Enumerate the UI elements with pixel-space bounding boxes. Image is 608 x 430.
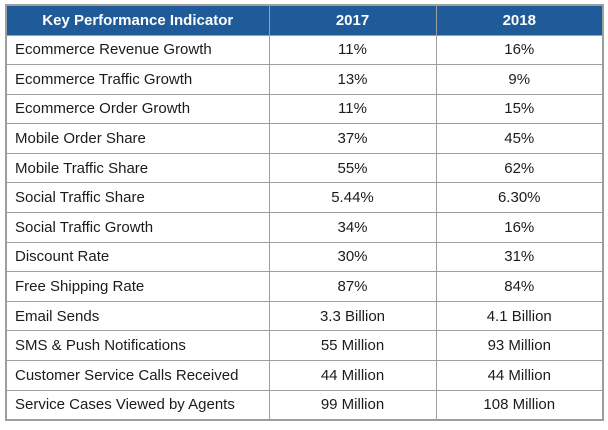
- table-row: Email Sends 3.3 Billion 4.1 Billion: [5, 300, 604, 332]
- kpi-label-cell: Free Shipping Rate: [5, 271, 270, 302]
- kpi-value-cell: 37%: [268, 123, 437, 154]
- kpi-label-cell: Mobile Traffic Share: [5, 152, 270, 184]
- kpi-label-cell: Discount Rate: [5, 241, 270, 273]
- column-header-kpi: Key Performance Indicator: [5, 4, 270, 36]
- kpi-label-cell: Service Cases Viewed by Agents: [5, 389, 270, 421]
- kpi-label-cell: Social Traffic Growth: [5, 212, 270, 243]
- kpi-value-cell: 13%: [268, 64, 437, 95]
- kpi-value-cell: 34%: [268, 212, 437, 243]
- table-row: Customer Service Calls Received 44 Millio…: [5, 360, 604, 391]
- kpi-table: Key Performance Indicator 2017 2018 Ecom…: [5, 4, 604, 421]
- kpi-value-cell: 5.44%: [268, 182, 437, 214]
- table-row: Social Traffic Share 5.44% 6.30%: [5, 182, 604, 214]
- kpi-value-cell: 93 Million: [435, 330, 604, 362]
- table-row: Mobile Traffic Share 55% 62%: [5, 152, 604, 184]
- kpi-value-cell: 44 Million: [435, 360, 604, 391]
- kpi-label-cell: Social Traffic Share: [5, 182, 270, 214]
- kpi-value-cell: 55%: [268, 152, 437, 184]
- kpi-label-cell: Ecommerce Revenue Growth: [5, 34, 270, 66]
- table-row: SMS & Push Notifications 55 Million 93 Mil…: [5, 330, 604, 362]
- kpi-value-cell: 84%: [435, 271, 604, 302]
- kpi-value-cell: 16%: [435, 212, 604, 243]
- kpi-label-cell: Email Sends: [5, 300, 270, 332]
- kpi-value-cell: 45%: [435, 123, 604, 154]
- kpi-label-cell: Customer Service Calls Received: [5, 360, 270, 391]
- kpi-label-cell: Ecommerce Traffic Growth: [5, 64, 270, 95]
- kpi-label-cell: Ecommerce Order Growth: [5, 93, 270, 125]
- table-row: Ecommerce Revenue Growth 11% 16%: [5, 34, 604, 66]
- kpi-value-cell: 30%: [268, 241, 437, 273]
- kpi-value-cell: 44 Million: [268, 360, 437, 391]
- table-row: Discount Rate 30% 31%: [5, 241, 604, 273]
- table-row: Mobile Order Share 37% 45%: [5, 123, 604, 154]
- table-header-row: Key Performance Indicator 2017 2018: [5, 4, 604, 36]
- kpi-value-cell: 16%: [435, 34, 604, 66]
- kpi-label-cell: Mobile Order Share: [5, 123, 270, 154]
- kpi-value-cell: 108 Million: [435, 389, 604, 421]
- table-row: Social Traffic Growth 34% 16%: [5, 212, 604, 243]
- kpi-value-cell: 9%: [435, 64, 604, 95]
- kpi-value-cell: 15%: [435, 93, 604, 125]
- kpi-value-cell: 11%: [268, 93, 437, 125]
- kpi-value-cell: 11%: [268, 34, 437, 66]
- table-row: Service Cases Viewed by Agents 99 Million…: [5, 389, 604, 421]
- kpi-value-cell: 62%: [435, 152, 604, 184]
- kpi-value-cell: 6.30%: [435, 182, 604, 214]
- table-row: Ecommerce Order Growth 11% 15%: [5, 93, 604, 125]
- kpi-value-cell: 55 Million: [268, 330, 437, 362]
- kpi-value-cell: 87%: [268, 271, 437, 302]
- table-row: Free Shipping Rate 87% 84%: [5, 271, 604, 302]
- column-header-2018: 2018: [435, 4, 604, 36]
- table-body: Ecommerce Revenue Growth 11% 16% Ecommerce …: [5, 34, 604, 421]
- table-row: Ecommerce Traffic Growth 13% 9%: [5, 64, 604, 95]
- kpi-value-cell: 31%: [435, 241, 604, 273]
- kpi-table-container: Key Performance Indicator 2017 2018 Ecom…: [5, 4, 604, 421]
- kpi-value-cell: 99 Million: [268, 389, 437, 421]
- kpi-value-cell: 4.1 Billion: [435, 300, 604, 332]
- kpi-value-cell: 3.3 Billion: [268, 300, 437, 332]
- column-header-2017: 2017: [268, 4, 437, 36]
- kpi-label-cell: SMS & Push Notifications: [5, 330, 270, 362]
